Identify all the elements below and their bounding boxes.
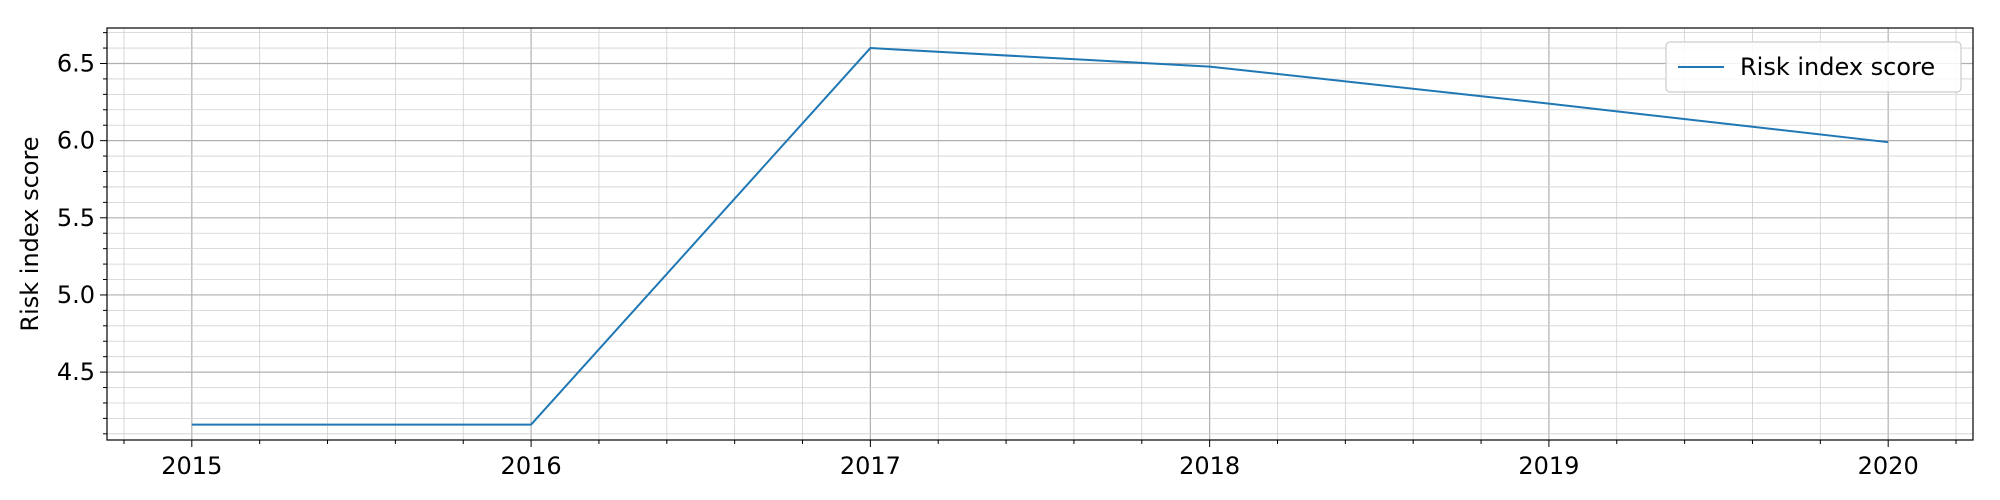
legend: Risk index score [1665, 41, 1962, 93]
y-tick-label: 5.5 [57, 204, 95, 232]
y-tick-label: 4.5 [57, 358, 95, 386]
series-layer [191, 47, 1889, 426]
y-tick-label: 6.5 [57, 49, 95, 77]
y-tick-label: 6.0 [57, 127, 95, 155]
x-tick-label: 2019 [1518, 452, 1579, 480]
x-tick-label: 2015 [161, 452, 222, 480]
y-axis-label: Risk index score [16, 136, 44, 331]
x-tick-label: 2016 [501, 452, 562, 480]
x-tick-label: 2020 [1858, 452, 1919, 480]
y-tick-label: 5.0 [57, 281, 95, 309]
legend-label: Risk index score [1740, 53, 1935, 81]
series-line [191, 47, 1889, 426]
grid [107, 28, 1973, 440]
axis-ticks: 2015 2016 2017 2018 2019 2020 4.5 5.0 5.5 6.0 6.5 [57, 32, 1957, 480]
x-tick-label: 2017 [840, 452, 901, 480]
plot-frame [106, 27, 1974, 441]
x-tick-label: 2018 [1179, 452, 1240, 480]
legend-box [1665, 41, 1962, 93]
